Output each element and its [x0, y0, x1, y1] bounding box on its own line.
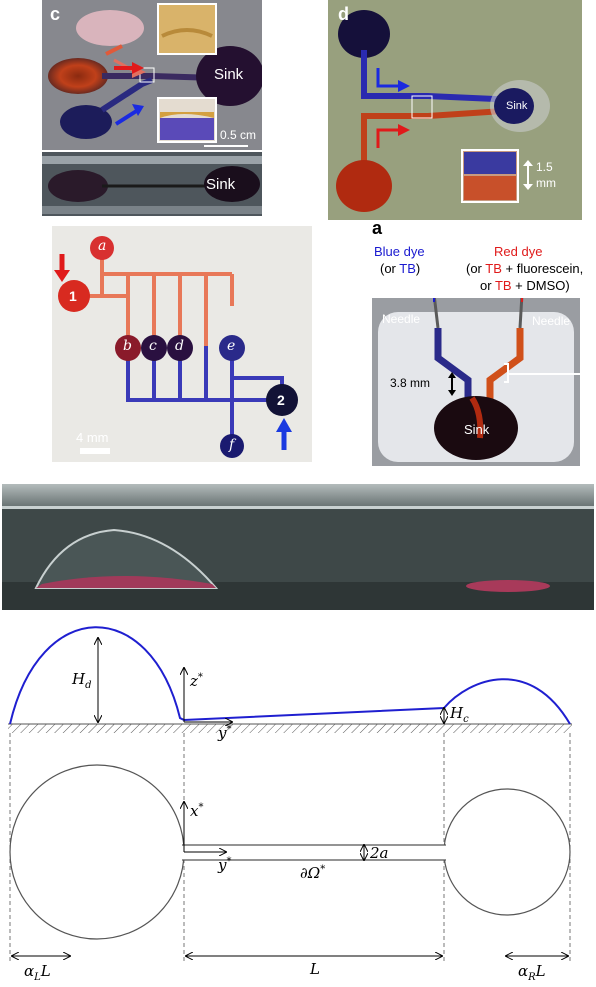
needle-left-label: Needle [382, 312, 421, 326]
well-d [167, 335, 193, 361]
well-b [115, 335, 141, 361]
blue-drop [60, 105, 112, 139]
red-reservoir [336, 160, 392, 212]
panel-a: a Blue dye (or TB) Red dye (or TB + fluo… [370, 218, 596, 470]
left-drop-plan [9, 764, 185, 940]
H-d-label: Hd [72, 670, 92, 691]
two-a-label: 2a [370, 844, 389, 862]
schematic-diagram: Hd z* y* Hc x* y* 2a ∂Ω* αLL L αRL [0, 626, 596, 983]
boundary-label: ∂Ω* [300, 864, 326, 882]
panel-a-label: a [372, 218, 383, 238]
panel-d-label: d [338, 4, 349, 24]
blue-dye-title: Blue dye [374, 244, 425, 259]
dimension-label: 3.8 mm [390, 376, 431, 390]
L-label: L [310, 960, 320, 978]
well-a-label: a [98, 238, 107, 254]
small-droplet [466, 580, 550, 592]
inlet-2 [266, 384, 298, 416]
network-drawing [52, 226, 312, 462]
H-c-label: Hc [450, 704, 469, 725]
well-f [220, 434, 244, 458]
panel-c-side-view: Sink [42, 152, 262, 216]
panel-c-photo: c Sink 0.5 cm [42, 0, 262, 150]
well-c-label: c [149, 338, 157, 354]
right-drop-plan [443, 788, 571, 916]
red-arrow-icon [54, 270, 70, 282]
sink-pool [434, 396, 518, 460]
blue-dye-subtitle: (or TB) [380, 261, 421, 276]
well-d-label: d [175, 338, 184, 354]
well-f-label: f [229, 437, 235, 453]
height-profile-curve [9, 626, 571, 725]
y-star-top-label: y* [218, 724, 232, 742]
panel-a-photo: Needle Needle 3.8 mm Sink [372, 298, 580, 466]
panel-c-sink-label: Sink [214, 66, 244, 83]
network-photo: 1 a b c d e f 2 4 mm [52, 226, 312, 462]
inlet-2-label: 2 [277, 392, 285, 408]
y-star-bottom-label: y* [218, 856, 232, 874]
schematic-drawing [8, 626, 572, 962]
panel-d-photo: d Sink 1.5 mm [328, 0, 582, 220]
well-c [141, 335, 167, 361]
side-view-drawing [42, 152, 262, 216]
pink-drop [76, 10, 144, 46]
well-b-label: b [123, 338, 132, 354]
panel-d-sink-label: Sink [506, 100, 528, 112]
panel-d-scale-unit: mm [536, 176, 556, 190]
well-a [90, 236, 114, 260]
blue-arrow-icon [276, 418, 292, 432]
red-dye-line-3: or TB + DMSO) [480, 278, 570, 293]
panel-a-sink-label: Sink [464, 422, 490, 437]
blue-reservoir [338, 10, 390, 58]
sink-reservoir [494, 88, 534, 124]
inlet-1-label: 1 [69, 288, 77, 304]
x-star-label: x* [190, 802, 204, 820]
panel-c-drawing [42, 0, 262, 150]
inlet-1 [58, 280, 90, 312]
panel-c-scale-text: 0.5 cm [220, 128, 257, 142]
large-droplet [34, 528, 219, 589]
network-scale-text: 4 mm [76, 430, 109, 445]
red-dye-title: Red dye [494, 244, 543, 259]
panel-a-drawing [372, 298, 580, 466]
panel-d-drawing [328, 0, 582, 220]
alpha-R-L-label: αRL [518, 962, 546, 983]
z-star-label: z* [190, 672, 203, 690]
alpha-L-L-label: αLL [24, 962, 51, 983]
red-drop [48, 58, 108, 94]
well-e [219, 335, 245, 361]
needle-right-label: Needle [532, 314, 571, 328]
droplet-side-drawing [2, 484, 594, 610]
side-view-sink-label: Sink [206, 176, 236, 193]
red-dye-line-2: (or TB + fluorescein, [466, 261, 584, 276]
well-e-label: e [227, 338, 236, 354]
droplet-side-photo [2, 484, 594, 610]
panel-c-label: c [50, 4, 61, 24]
sink-drop [196, 46, 262, 106]
panel-d-scale-value: 1.5 [536, 160, 553, 174]
substrate-hatch [8, 724, 572, 733]
